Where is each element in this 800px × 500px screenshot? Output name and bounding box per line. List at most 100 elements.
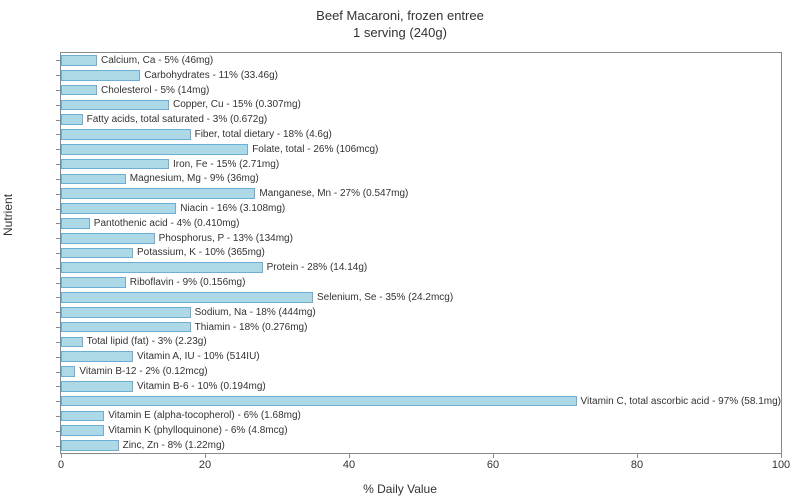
y-tick-mark [56, 268, 61, 269]
nutrient-bar [61, 144, 248, 155]
chart-title: Beef Macaroni, frozen entree 1 serving (… [0, 0, 800, 42]
bar-label: Magnesium, Mg - 9% (36mg) [130, 173, 259, 184]
x-tick-label: 100 [772, 459, 790, 471]
nutrient-bar [61, 411, 104, 422]
bar-label: Total lipid (fat) - 3% (2.23g) [87, 336, 207, 347]
y-tick-mark [56, 401, 61, 402]
x-tick-label: 0 [58, 459, 64, 471]
bar-row: Sodium, Na - 18% (444mg) [61, 307, 781, 318]
x-tick-mark [781, 453, 782, 458]
x-tick-mark [493, 453, 494, 458]
y-tick-mark [56, 327, 61, 328]
bar-row: Fatty acids, total saturated - 3% (0.672… [61, 114, 781, 125]
bar-label: Vitamin A, IU - 10% (514IU) [137, 351, 260, 362]
bar-row: Iron, Fe - 15% (2.71mg) [61, 159, 781, 170]
x-tick-label: 80 [631, 459, 643, 471]
y-tick-mark [56, 194, 61, 195]
bar-row: Vitamin B-6 - 10% (0.194mg) [61, 381, 781, 392]
bar-label: Thiamin - 18% (0.276mg) [195, 322, 308, 333]
bar-label: Copper, Cu - 15% (0.307mg) [173, 99, 301, 110]
bar-row: Vitamin A, IU - 10% (514IU) [61, 351, 781, 362]
nutrient-bar [61, 174, 126, 185]
bar-label: Niacin - 16% (3.108mg) [180, 203, 285, 214]
bar-row: Manganese, Mn - 27% (0.547mg) [61, 188, 781, 199]
bar-label: Protein - 28% (14.14g) [267, 262, 368, 273]
nutrient-bar [61, 440, 119, 451]
nutrient-bar [61, 381, 133, 392]
bar-label: Fiber, total dietary - 18% (4.6g) [195, 129, 332, 140]
bar-row: Total lipid (fat) - 3% (2.23g) [61, 337, 781, 348]
nutrient-bar [61, 159, 169, 170]
bar-label: Fatty acids, total saturated - 3% (0.672… [87, 114, 268, 125]
nutrient-bar [61, 188, 255, 199]
y-tick-mark [56, 223, 61, 224]
bar-row: Magnesium, Mg - 9% (36mg) [61, 174, 781, 185]
bar-row: Folate, total - 26% (106mcg) [61, 144, 781, 155]
y-tick-mark [56, 134, 61, 135]
bar-label: Iron, Fe - 15% (2.71mg) [173, 159, 279, 170]
bar-label: Manganese, Mn - 27% (0.547mg) [259, 188, 408, 199]
bar-row: Zinc, Zn - 8% (1.22mg) [61, 440, 781, 451]
nutrient-bar [61, 277, 126, 288]
x-tick-mark [637, 453, 638, 458]
bar-row: Copper, Cu - 15% (0.307mg) [61, 100, 781, 111]
y-tick-mark [56, 120, 61, 121]
bar-label: Calcium, Ca - 5% (46mg) [101, 55, 213, 66]
bar-row: Niacin - 16% (3.108mg) [61, 203, 781, 214]
y-tick-mark [56, 75, 61, 76]
nutrient-bar [61, 203, 176, 214]
nutrient-bar [61, 233, 155, 244]
bar-row: Phosphorus, P - 13% (134mg) [61, 233, 781, 244]
bar-row: Vitamin C, total ascorbic acid - 97% (58… [61, 396, 781, 407]
nutrient-bar [61, 70, 140, 81]
y-tick-mark [56, 149, 61, 150]
y-tick-mark [56, 297, 61, 298]
bars-container: Calcium, Ca - 5% (46mg) Carbohydrates - 1… [61, 53, 781, 453]
y-tick-mark [56, 357, 61, 358]
y-tick-mark [56, 342, 61, 343]
y-tick-mark [56, 105, 61, 106]
x-tick-label: 40 [343, 459, 355, 471]
y-tick-mark [56, 179, 61, 180]
bar-label: Vitamin B-12 - 2% (0.12mcg) [79, 366, 207, 377]
nutrient-bar [61, 218, 90, 229]
nutrient-bar [61, 366, 75, 377]
x-tick-label: 60 [487, 459, 499, 471]
bar-label: Pantothenic acid - 4% (0.410mg) [94, 218, 240, 229]
x-tick-label: 20 [199, 459, 211, 471]
x-axis-label: % Daily Value [363, 482, 437, 496]
bar-row: Riboflavin - 9% (0.156mg) [61, 277, 781, 288]
bar-row: Pantothenic acid - 4% (0.410mg) [61, 218, 781, 229]
y-tick-mark [56, 238, 61, 239]
bar-label: Vitamin B-6 - 10% (0.194mg) [137, 381, 266, 392]
nutrient-bar [61, 114, 83, 125]
y-tick-mark [56, 416, 61, 417]
nutrient-bar [61, 248, 133, 259]
nutrient-bar [61, 85, 97, 96]
bar-row: Carbohydrates - 11% (33.46g) [61, 70, 781, 81]
y-tick-mark [56, 209, 61, 210]
bar-label: Vitamin E (alpha-tocopherol) - 6% (1.68m… [108, 410, 301, 421]
y-tick-mark [56, 60, 61, 61]
bar-row: Vitamin E (alpha-tocopherol) - 6% (1.68m… [61, 411, 781, 422]
bar-label: Phosphorus, P - 13% (134mg) [159, 233, 293, 244]
plot-area: Calcium, Ca - 5% (46mg) Carbohydrates - 1… [60, 52, 782, 454]
bar-row: Calcium, Ca - 5% (46mg) [61, 55, 781, 66]
bar-label: Zinc, Zn - 8% (1.22mg) [123, 440, 225, 451]
bar-row: Thiamin - 18% (0.276mg) [61, 322, 781, 333]
x-tick-mark [61, 453, 62, 458]
bar-label: Potassium, K - 10% (365mg) [137, 247, 265, 258]
bar-row: Vitamin K (phylloquinone) - 6% (4.8mcg) [61, 425, 781, 436]
nutrient-bar [61, 396, 577, 407]
y-tick-mark [56, 386, 61, 387]
y-tick-mark [56, 312, 61, 313]
x-tick-mark [349, 453, 350, 458]
nutrient-bar [61, 129, 191, 140]
nutrient-chart: Beef Macaroni, frozen entree 1 serving (… [0, 0, 800, 500]
nutrient-bar [61, 351, 133, 362]
bar-row: Potassium, K - 10% (365mg) [61, 248, 781, 259]
title-line-1: Beef Macaroni, frozen entree [316, 8, 484, 23]
bar-label: Selenium, Se - 35% (24.2mcg) [317, 292, 453, 303]
bar-label: Carbohydrates - 11% (33.46g) [144, 70, 278, 81]
y-axis-label: Nutrient [1, 194, 15, 236]
